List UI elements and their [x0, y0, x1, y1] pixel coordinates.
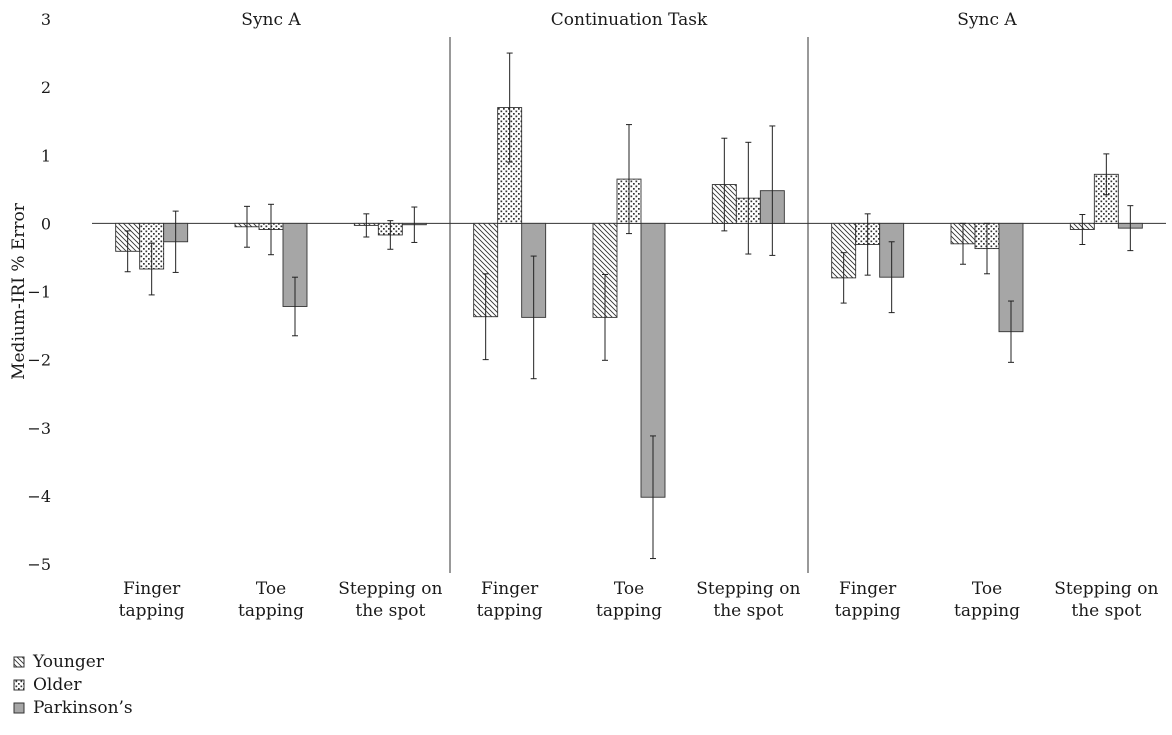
- legend-swatch: [13, 656, 25, 668]
- category-label: tapping: [596, 601, 662, 621]
- category-label: Stepping on: [696, 579, 800, 599]
- bars: [115, 52, 1143, 560]
- legend-label: Parkinson’s: [33, 698, 133, 718]
- category-label: Stepping on: [338, 579, 442, 599]
- legend-label: Older: [33, 675, 82, 695]
- category-label: Finger: [481, 579, 539, 599]
- y-tick-label: 1: [41, 146, 51, 165]
- y-tick-label: −1: [27, 283, 51, 302]
- y-tick-label: −5: [27, 555, 51, 574]
- category-label: tapping: [119, 601, 185, 621]
- legend-label: Younger: [32, 652, 105, 672]
- labels: 3 2 1 0 −1 −2 −3 −4 −5 Medium-IRI % Error Sync A Fi…: [9, 10, 1158, 621]
- category-label: tapping: [954, 601, 1020, 621]
- legend-swatch: [13, 679, 25, 691]
- category-label: Finger: [123, 579, 181, 599]
- category-label: Stepping on: [1054, 579, 1158, 599]
- y-tick-label: −4: [27, 487, 51, 506]
- category-label: tapping: [835, 601, 901, 621]
- category-label: the spot: [355, 601, 425, 621]
- category-label: the spot: [713, 601, 783, 621]
- y-tick-label: −2: [27, 351, 51, 370]
- y-tick-label: 3: [41, 10, 51, 29]
- y-tick-label: 0: [41, 214, 51, 233]
- panel-title: Continuation Task: [551, 10, 708, 30]
- bar-younger: [831, 222, 857, 279]
- panel-title: Sync A: [957, 10, 1017, 30]
- category-label: the spot: [1071, 601, 1141, 621]
- panel-title: Sync A: [241, 10, 301, 30]
- y-axis-label: Medium-IRI % Error: [9, 202, 29, 380]
- category-label: tapping: [477, 601, 543, 621]
- legend: Younger Older Parkinson’s: [13, 652, 133, 718]
- category-label: Toe: [614, 579, 644, 599]
- category-label: Toe: [972, 579, 1002, 599]
- y-tick-label: 2: [41, 78, 51, 97]
- category-label: tapping: [238, 601, 304, 621]
- legend-swatch: [13, 702, 25, 714]
- category-label: Finger: [839, 579, 897, 599]
- category-label: Toe: [256, 579, 286, 599]
- y-tick-label: −3: [27, 419, 51, 438]
